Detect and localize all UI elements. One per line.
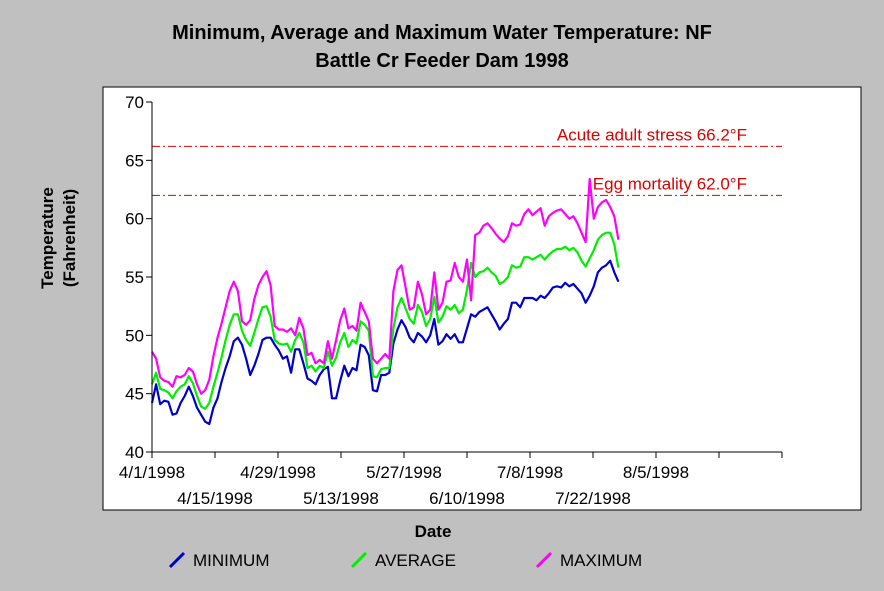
series-line-minimum — [150, 259, 620, 426]
legend-swatch-minimum — [168, 551, 186, 569]
reference-line-label: Acute adult stress 66.2°F — [557, 125, 747, 144]
y-tick-label: 65 — [125, 151, 144, 170]
y-tick-label: 70 — [125, 93, 144, 112]
legend-swatch-average — [350, 551, 368, 569]
legend-label-maximum: MAXIMUM — [560, 551, 642, 570]
series-line-maximum — [151, 177, 620, 395]
plot-area — [102, 86, 862, 511]
y-axis-label-line1: Temperature — [38, 187, 57, 289]
y-tick-label: 55 — [125, 268, 144, 287]
legend-swatch-maximum — [535, 551, 553, 569]
x-tick-label: 6/10/1998 — [429, 489, 505, 508]
series-line-average — [150, 231, 620, 410]
chart-title-line2: Battle Cr Feeder Dam 1998 — [315, 50, 569, 72]
y-tick-label: 60 — [125, 210, 144, 229]
x-tick-label: 4/29/1998 — [240, 463, 316, 482]
reference-line-label: Egg mortality 62.0°F — [593, 174, 747, 193]
x-tick-label: 7/22/1998 — [555, 489, 631, 508]
x-axis-label: Date — [415, 522, 452, 541]
x-tick-label: 5/27/1998 — [366, 463, 442, 482]
x-tick-label: 5/13/1998 — [303, 489, 379, 508]
legend-label-average: AVERAGE — [375, 551, 456, 570]
x-tick-label: 4/15/1998 — [177, 489, 253, 508]
x-tick-label: 8/5/1998 — [623, 463, 689, 482]
y-tick-label: 45 — [125, 385, 144, 404]
y-tick-label: 40 — [125, 443, 144, 462]
y-axis-label-line2: (Fahrenheit) — [60, 189, 79, 287]
chart-title-line1: Minimum, Average and Maximum Water Tempe… — [172, 22, 712, 44]
legend-label-minimum: MINIMUM — [193, 551, 269, 570]
y-tick-label: 50 — [125, 326, 144, 345]
x-tick-label: 4/1/1998 — [119, 463, 185, 482]
x-tick-label: 7/8/1998 — [497, 463, 563, 482]
